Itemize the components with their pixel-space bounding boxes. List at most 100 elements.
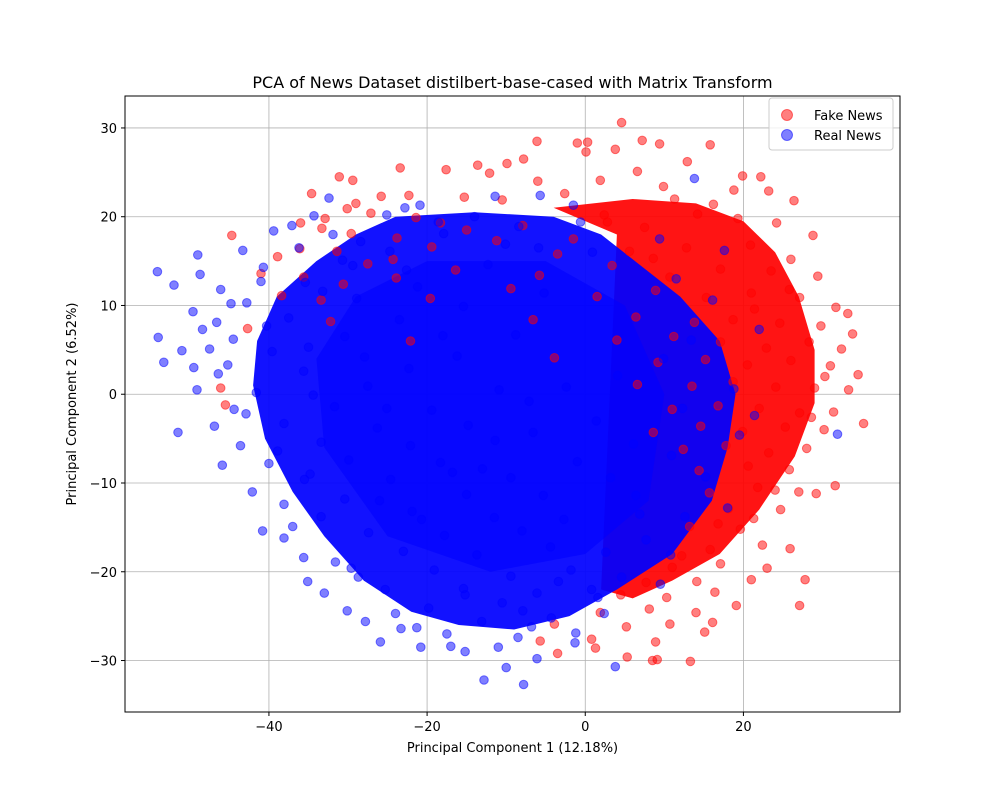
fake-news-point (650, 637, 661, 647)
real-news-point (497, 598, 508, 608)
fake-news-point (461, 225, 472, 235)
y-tick-label: 30 (100, 122, 117, 137)
real-news-point (241, 409, 251, 419)
fake-news-point (749, 304, 760, 314)
fake-news-point (766, 266, 776, 276)
fake-news-point (816, 321, 826, 331)
real-news-point (689, 173, 700, 184)
real-news-point (446, 641, 456, 652)
real-news-point (546, 613, 557, 623)
fake-news-point (752, 482, 763, 493)
fake-news-point (641, 577, 651, 588)
real-news-point (559, 514, 569, 525)
fake-news-point (819, 424, 829, 435)
chart-legend: Fake News Real News (768, 97, 894, 151)
real-news-point (658, 353, 669, 364)
fake-news-point (502, 158, 512, 169)
fake-news-point (220, 400, 231, 410)
real-news-point (247, 487, 258, 497)
real-news-point (439, 530, 450, 541)
fake-news-point (715, 264, 726, 274)
fake-news-point (708, 199, 719, 210)
real-news-point (317, 286, 328, 297)
fake-news-point (616, 590, 626, 600)
real-news-point (686, 335, 697, 345)
real-news-point (452, 351, 462, 361)
fake-news-point (658, 181, 669, 192)
fake-news-point (552, 648, 563, 659)
fake-news-point (784, 464, 795, 475)
fake-news-point (695, 421, 706, 432)
fake-news-point (681, 243, 692, 253)
real-news-point (461, 489, 472, 500)
fake-news-point (745, 240, 756, 250)
fake-news-point (699, 627, 710, 637)
fake-news-point (813, 271, 823, 282)
real-news-point (159, 357, 169, 368)
fake-news-point (715, 559, 726, 569)
real-news-point (591, 416, 602, 426)
fake-news-point (325, 316, 336, 327)
fake-news-point (728, 314, 738, 325)
real-news-point (677, 403, 688, 414)
fake-news-point (665, 619, 675, 629)
fake-news-point (746, 574, 757, 585)
real-news-point (586, 584, 597, 595)
real-news-point (510, 330, 521, 340)
legend-box (768, 97, 894, 151)
fake-news-point (830, 480, 841, 491)
real-news-point (229, 404, 239, 415)
real-news-point (242, 298, 252, 308)
real-news-cloud-core (316, 261, 665, 572)
fake-news-point (748, 513, 759, 524)
fake-news-point (694, 465, 704, 476)
real-news-point (666, 450, 677, 461)
fake-news-point (733, 213, 743, 224)
fake-news-point (784, 284, 795, 295)
fake-news-point (808, 230, 818, 241)
real-news-point (169, 280, 179, 290)
real-news-point (490, 435, 500, 446)
fake-news-point (794, 408, 805, 418)
real-news-point (469, 211, 480, 222)
real-news-point (385, 246, 395, 257)
real-news-point (593, 592, 603, 603)
real-news-point (223, 360, 233, 370)
fake-news-point (705, 544, 716, 555)
fake-news-point (568, 234, 579, 244)
real-news-point (340, 494, 350, 504)
fake-news-point (411, 212, 421, 223)
fake-news-point (809, 383, 820, 393)
real-news-point (235, 440, 246, 451)
fake-news-point (616, 117, 627, 128)
real-news-point (438, 330, 448, 341)
real-news-point (189, 362, 199, 373)
real-news-point (665, 550, 676, 560)
real-news-point (316, 511, 326, 522)
fake-news-point (785, 543, 795, 554)
real-news-point (514, 221, 524, 232)
real-news-point (251, 387, 262, 398)
real-news-point (517, 526, 527, 536)
real-news-point (213, 369, 224, 379)
fake-news-point (320, 213, 330, 224)
real-news-point (382, 403, 392, 414)
real-news-point (719, 245, 730, 256)
real-news-point (442, 629, 452, 639)
real-news-point (415, 200, 425, 210)
fake-news-point (757, 540, 768, 550)
real-news-point (545, 542, 556, 552)
legend-label-fake: Fake News (814, 109, 883, 124)
fake-news-point (441, 164, 451, 175)
fake-news-point (549, 353, 560, 363)
plot-frame (124, 95, 901, 713)
real-news-point (605, 472, 616, 483)
real-news-point (655, 579, 666, 590)
x-axis-label: Principal Component 1 (12.18%) (407, 741, 618, 756)
real-news-point (328, 229, 338, 240)
fake-news-point (735, 524, 746, 535)
real-news-point (300, 277, 311, 288)
real-news-point (489, 512, 500, 523)
real-news-point (734, 430, 745, 440)
